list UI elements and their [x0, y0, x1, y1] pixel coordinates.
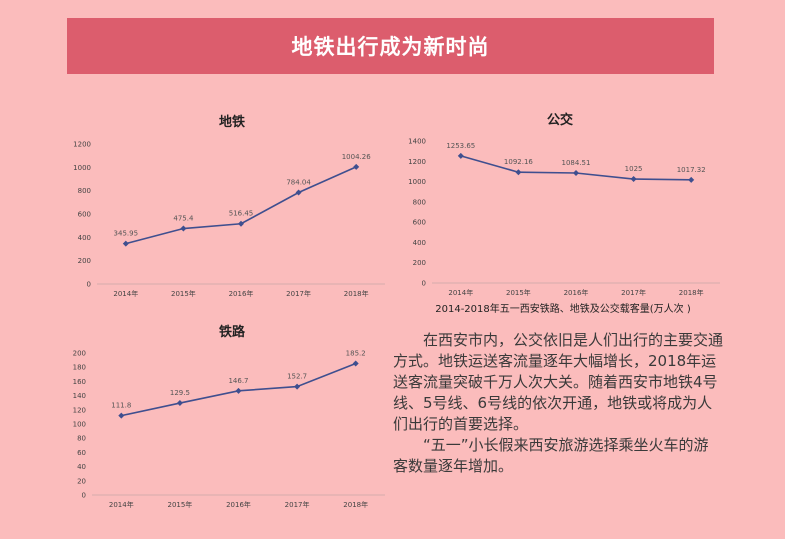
x-tick-label: 2016年 — [564, 288, 589, 297]
y-tick-label: 1200 — [408, 158, 426, 166]
x-tick-label: 2017年 — [285, 500, 310, 509]
data-label: 1017.32 — [677, 166, 706, 174]
x-tick-label: 2015年 — [171, 289, 196, 298]
page-title: 地铁出行成为新时尚 — [291, 35, 490, 59]
rail-chart: 铁路 0 20 40 60 80 100 120 140 160 180 200 2014年 2015年 2… — [73, 324, 385, 509]
x-tick-label: 2015年 — [506, 288, 531, 297]
y-tick-label: 20 — [77, 477, 86, 485]
x-tick-label: 2018年 — [679, 288, 704, 297]
chart-caption: 2014-2018年五一西安铁路、地铁及公交载客量(万人次 ) — [435, 304, 691, 315]
data-label: 1084.51 — [562, 159, 591, 167]
data-label: 152.7 — [287, 373, 307, 381]
data-label: 516.45 — [229, 210, 254, 218]
x-tick-label: 2018年 — [343, 500, 368, 509]
data-label: 1004.26 — [342, 153, 371, 161]
y-tick-label: 400 — [78, 234, 91, 242]
x-tick-label: 2016年 — [229, 289, 254, 298]
y-tick-label: 180 — [73, 364, 86, 372]
y-tick-label: 400 — [413, 239, 426, 247]
y-tick-label: 800 — [78, 187, 91, 195]
data-label: 475.4 — [173, 215, 194, 223]
y-tick-label: 1000 — [73, 164, 91, 172]
y-tick-label: 600 — [78, 211, 91, 219]
x-tick-label: 2014年 — [113, 289, 138, 298]
data-point — [515, 169, 522, 176]
data-point — [630, 176, 637, 183]
data-label: 185.2 — [346, 350, 366, 358]
data-point — [352, 360, 359, 367]
y-tick-label: 800 — [413, 198, 426, 206]
body-text: 在西安市内，公交依旧是人们出行的主要交通方式。地铁运送客流量逐年大幅增长，201… — [393, 330, 723, 477]
x-tick-label: 2015年 — [167, 500, 192, 509]
data-point — [180, 225, 187, 232]
paragraph-2: “五一”小长假来西安旅游选择乘坐火车的游客数量逐年增加。 — [393, 436, 709, 475]
y-tick-label: 200 — [73, 350, 86, 358]
bus-chart: 公交 0 200 400 600 800 1000 1200 1400 2014年 2015年 201… — [408, 112, 720, 297]
y-tick-label: 100 — [73, 421, 86, 429]
y-tick-label: 80 — [77, 435, 86, 443]
data-point — [573, 169, 579, 176]
y-tick-label: 140 — [73, 392, 86, 400]
data-label: 129.5 — [170, 389, 190, 397]
y-tick-label: 60 — [77, 449, 86, 457]
x-tick-label: 2018年 — [344, 289, 369, 298]
data-label: 146.7 — [228, 377, 248, 385]
y-tick-label: 600 — [413, 219, 426, 227]
data-point — [118, 412, 125, 419]
x-tick-label: 2014年 — [448, 288, 473, 297]
y-tick-label: 40 — [77, 463, 86, 471]
y-tick-label: 0 — [422, 280, 426, 288]
data-point — [235, 387, 242, 394]
series-line — [125, 166, 357, 245]
data-point — [238, 220, 244, 227]
x-tick-label: 2017年 — [286, 289, 311, 298]
x-tick-label: 2016年 — [226, 500, 251, 509]
data-label: 784.04 — [286, 179, 311, 187]
data-point — [294, 383, 301, 390]
data-label: 1025 — [625, 165, 643, 173]
data-label: 111.8 — [111, 402, 131, 410]
data-point — [688, 176, 695, 183]
y-tick-label: 200 — [413, 259, 426, 267]
data-label: 1253.65 — [446, 142, 475, 150]
data-point — [457, 152, 464, 159]
x-tick-label: 2014年 — [109, 500, 134, 509]
y-tick-label: 1000 — [408, 178, 426, 186]
data-point — [122, 240, 129, 247]
y-tick-label: 120 — [73, 406, 86, 414]
y-tick-label: 0 — [82, 492, 86, 500]
y-tick-label: 1400 — [408, 138, 426, 146]
data-point — [176, 400, 183, 407]
data-point — [353, 163, 360, 170]
x-tick-label: 2017年 — [621, 288, 646, 297]
chart-title: 铁路 — [218, 324, 246, 340]
data-label: 345.95 — [114, 230, 139, 238]
paragraph-1: 在西安市内，公交依旧是人们出行的主要交通方式。地铁运送客流量逐年大幅增长，201… — [393, 331, 724, 433]
y-tick-label: 160 — [73, 378, 86, 386]
data-point — [295, 189, 302, 196]
y-tick-label: 0 — [87, 281, 91, 289]
data-label: 1092.16 — [504, 158, 533, 166]
chart-title: 公交 — [547, 112, 573, 128]
metro-chart: 地铁 0 200 400 600 800 1000 1200 2014年 2015年 2016年 20… — [73, 114, 385, 298]
y-tick-label: 1200 — [73, 141, 91, 149]
y-tick-label: 200 — [78, 257, 91, 265]
chart-title: 地铁 — [219, 114, 245, 130]
banner: 地铁出行成为新时尚 — [67, 18, 714, 74]
